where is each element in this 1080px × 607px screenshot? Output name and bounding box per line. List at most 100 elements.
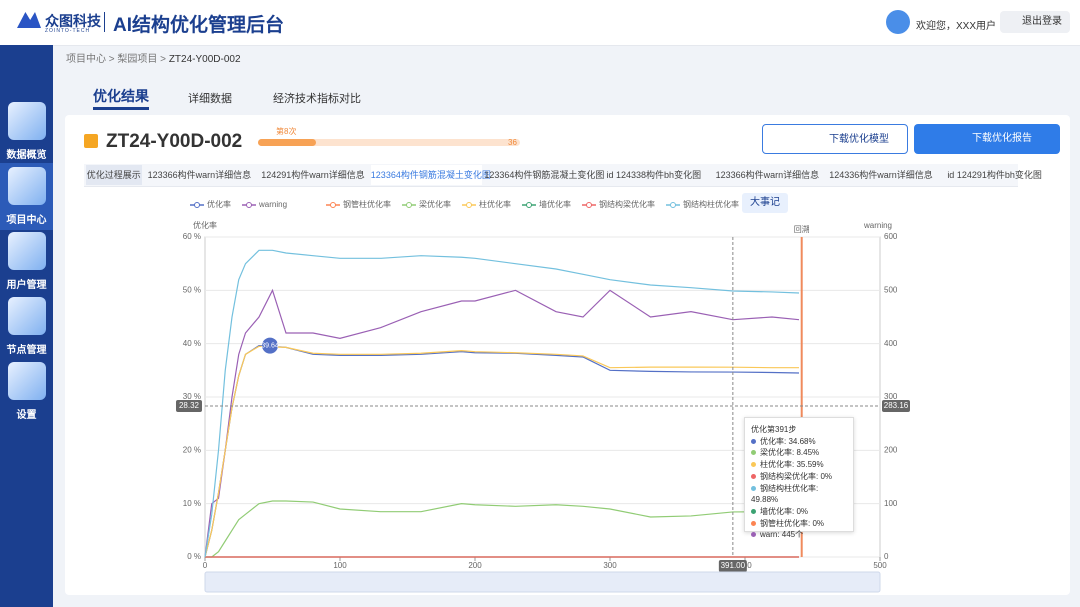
y-tick-label: 0 %: [187, 552, 201, 561]
nav-item[interactable]: 节点管理: [0, 293, 53, 360]
nav-item[interactable]: 项目中心: [0, 163, 53, 230]
x-tick-label: 500: [873, 561, 887, 570]
tooltip-dot: [751, 485, 756, 491]
y2-tick-label: 0: [884, 552, 889, 561]
tab[interactable]: 经济技术指标对比: [273, 93, 361, 105]
logo-sub: ZOINTO-TECH: [45, 28, 91, 34]
tooltip-row: 钢结构柱优化率: 49.88%: [751, 483, 847, 506]
subtab[interactable]: 123364构件钢筋混凝土变化图: [370, 165, 491, 185]
y2-tick-label: 100: [884, 499, 898, 508]
tab-active[interactable]: 优化结果: [93, 86, 149, 110]
tooltip-row: 优化率: 34.68%: [751, 436, 847, 448]
subtab[interactable]: id 124338构件bh变化图: [606, 170, 702, 180]
tooltip: 优化第391步 优化率: 34.68% 梁优化率: 8.45% 柱优化率: 35.59…: [744, 417, 854, 539]
y2-tick-label: 600: [884, 232, 898, 241]
crumb: ZT24-Y00D-002: [168, 54, 241, 65]
legend-swatch: [330, 202, 336, 208]
y2-axis-title: warning: [863, 221, 892, 230]
tooltip-dot: [751, 450, 756, 456]
legend-label: 墙优化率: [539, 199, 571, 209]
legend-label: 钢结构梁优化率: [599, 199, 655, 209]
series-line: [204, 288, 800, 558]
subtab[interactable]: id 124291构件bh变化图: [947, 170, 1042, 180]
y-tick-label: 50 %: [183, 285, 201, 294]
download-model-button[interactable]: 下载优化模型: [762, 124, 908, 154]
y-tick-label: 30 %: [183, 392, 201, 401]
crumb[interactable]: 梨园项目: [117, 54, 158, 65]
project-icon: [84, 134, 98, 148]
subtab[interactable]: 124336构件warn详细信息: [829, 170, 933, 180]
tooltip-text: warn: 445个: [760, 530, 804, 540]
events-button[interactable]: 大事记: [742, 193, 788, 213]
event-label: 回溯: [794, 224, 810, 234]
nav-item[interactable]: 用户管理: [0, 228, 53, 295]
avatar[interactable]: [886, 10, 910, 34]
nav-label: 节点管理: [6, 345, 47, 356]
tooltip-text: 钢结构梁优化率: 0%: [760, 471, 833, 481]
y2-tick-label: 500: [884, 285, 898, 294]
tooltip-dot: [751, 532, 756, 538]
tab[interactable]: 详细数据: [188, 93, 232, 105]
zoom-slider: [204, 571, 881, 593]
logo-text: 众图科技: [45, 13, 101, 29]
y-axis-title: 优化率: [193, 220, 217, 230]
nav-label: 用户管理: [6, 280, 47, 291]
tooltip-text: 柱优化率: 35.59%: [760, 460, 824, 470]
nav-item[interactable]: 设置: [0, 358, 53, 425]
legend-swatch: [246, 202, 252, 208]
tooltip-row: 梁优化率: 8.45%: [751, 447, 847, 459]
y2-tick-label: 400: [884, 339, 898, 348]
subtab[interactable]: 123366构件warn详细信息: [715, 170, 820, 180]
y2-tick-label: 200: [884, 445, 898, 454]
sidebar: 数据概览项目中心用户管理节点管理设置: [0, 45, 53, 607]
tooltip-row: 柱优化率: 35.59%: [751, 459, 847, 471]
legend-swatch: [466, 202, 472, 208]
nav-label: 数据概览: [6, 150, 47, 161]
x-tick-label: 200: [468, 561, 482, 570]
tooltip-row: warn: 445个: [751, 529, 847, 541]
y-tick-label: 20 %: [183, 445, 201, 454]
tooltip-row: 钢结构梁优化率: 0%: [751, 471, 847, 483]
nav-icon: [7, 362, 46, 400]
legend-label: 钢结构柱优化率: [683, 199, 739, 209]
series-line: [204, 249, 800, 558]
y-tick-label: 40 %: [183, 339, 201, 348]
crosshair-tag: [882, 399, 910, 412]
legend-swatch: [406, 202, 412, 208]
project-name: ZT24-Y00D-002: [106, 131, 243, 152]
callout-bubble: [262, 337, 278, 354]
nav-icon: [7, 167, 46, 205]
greeting: 欢迎您，XXX用户: [916, 21, 997, 32]
breadcrumb: 项目中心 > 梨园项目 > ZT24-Y00D-002: [66, 54, 241, 65]
subtab[interactable]: 优化过程展示: [86, 165, 142, 185]
progress-fill: [258, 139, 317, 146]
logout-button[interactable]: 退出登录: [1000, 11, 1070, 33]
subtab[interactable]: 124291构件warn详细信息: [261, 170, 365, 180]
nav-icon: [7, 102, 46, 140]
x-tick-label: 300: [603, 561, 617, 570]
crumb[interactable]: 项目中心: [66, 54, 106, 65]
tooltip-text: 墙优化率: 0%: [760, 506, 809, 516]
subtab[interactable]: 123364构件钢筋混凝土变化图: [484, 170, 605, 180]
download-report-button[interactable]: 下载优化报告: [914, 124, 1060, 154]
nav-icon: [7, 297, 46, 335]
x-tick-label: 0: [203, 561, 208, 570]
subtab-bar: [84, 164, 1018, 187]
legend-label: warning: [258, 200, 287, 209]
callout-label: 39.64: [261, 342, 279, 349]
tooltip-dot: [751, 438, 756, 444]
tooltip-dot: [751, 473, 756, 479]
subtab[interactable]: 123366构件warn详细信息: [147, 170, 252, 180]
tooltip-row: 墙优化率: 0%: [751, 506, 847, 518]
legend-swatch: [194, 202, 200, 208]
legend-swatch: [526, 202, 532, 208]
tooltip-text: 优化率: 34.68%: [760, 436, 816, 446]
nav-item[interactable]: 数据概览: [0, 98, 53, 165]
progress-max: 36: [508, 138, 517, 147]
series-line: [204, 345, 799, 558]
legend-label: 优化率: [207, 199, 231, 209]
series-line: [205, 500, 799, 558]
progress-track: [258, 139, 520, 146]
tooltip-text: 钢管柱优化率: 0%: [760, 518, 825, 528]
tooltip-text: 钢结构柱优化率: 49.88%: [751, 483, 819, 505]
